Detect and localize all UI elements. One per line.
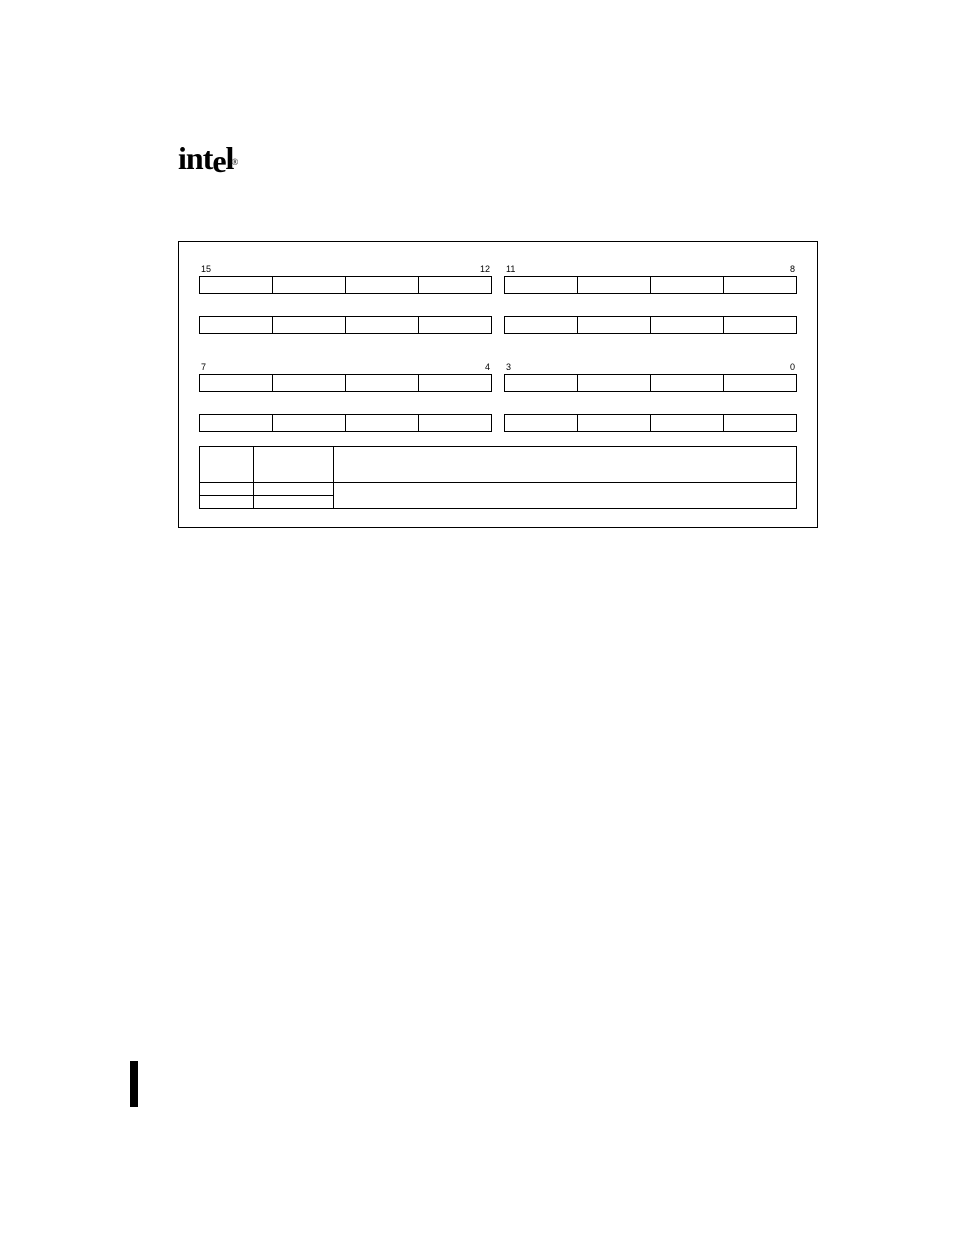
bit-segment-low: 7 4 3 0 bbox=[199, 362, 797, 432]
bit-index-label: 12 bbox=[480, 264, 490, 274]
bit-index-label: 7 bbox=[201, 362, 206, 372]
page-content: intel® 15 12 11 8 bbox=[178, 140, 818, 528]
bit-index-label: 8 bbox=[790, 264, 795, 274]
bit-name-cell bbox=[724, 277, 796, 293]
bit-name-cell bbox=[578, 375, 651, 391]
table-header-cell bbox=[334, 447, 797, 483]
bit-reset-cell bbox=[419, 415, 491, 431]
bit-name-cell bbox=[346, 277, 419, 293]
bit-reset-cell bbox=[419, 317, 491, 333]
bit-name-cell bbox=[505, 277, 578, 293]
bit-reset-cell bbox=[200, 317, 273, 333]
table-cell bbox=[200, 496, 254, 509]
bit-reset-row bbox=[199, 414, 797, 432]
bit-reset-cell bbox=[273, 317, 346, 333]
table-header-row bbox=[200, 447, 797, 483]
bit-name-cell bbox=[419, 375, 491, 391]
intel-logo: intel® bbox=[178, 140, 239, 177]
bit-reset-cell bbox=[505, 317, 578, 333]
bit-index-label: 11 bbox=[506, 264, 515, 274]
bit-name-cell bbox=[200, 375, 273, 391]
table-cell bbox=[254, 483, 334, 496]
bit-reset-cell bbox=[578, 317, 651, 333]
table-header-cell bbox=[200, 447, 254, 483]
bit-reset-cell bbox=[724, 317, 796, 333]
bit-name-row bbox=[199, 374, 797, 392]
bit-name-cell bbox=[200, 277, 273, 293]
register-figure-box: 15 12 11 8 bbox=[178, 241, 818, 528]
bit-reset-cell bbox=[578, 415, 651, 431]
bit-description-table bbox=[199, 446, 797, 509]
bit-name-cell bbox=[273, 277, 346, 293]
bit-position-labels: 15 12 11 8 bbox=[199, 264, 797, 274]
registered-mark: ® bbox=[231, 157, 237, 167]
bit-index-label: 3 bbox=[506, 362, 511, 372]
page-side-bar bbox=[130, 1061, 138, 1107]
bit-name-cell bbox=[346, 375, 419, 391]
bit-index-label: 15 bbox=[201, 264, 211, 274]
table-row bbox=[200, 483, 797, 496]
bit-reset-cell bbox=[724, 415, 796, 431]
bit-index-label: 4 bbox=[485, 362, 490, 372]
bit-name-cell bbox=[724, 375, 796, 391]
bit-reset-row bbox=[199, 316, 797, 334]
bit-name-cell bbox=[505, 375, 578, 391]
bit-reset-cell bbox=[346, 415, 419, 431]
bit-name-cell bbox=[419, 277, 491, 293]
table-cell bbox=[334, 483, 797, 509]
bit-reset-cell bbox=[346, 317, 419, 333]
bit-reset-cell bbox=[651, 415, 724, 431]
bit-reset-cell bbox=[273, 415, 346, 431]
table-header-cell bbox=[254, 447, 334, 483]
bit-reset-cell bbox=[200, 415, 273, 431]
table-cell bbox=[254, 496, 334, 509]
bit-position-labels: 7 4 3 0 bbox=[199, 362, 797, 372]
bit-name-cell bbox=[651, 375, 724, 391]
bit-reset-cell bbox=[505, 415, 578, 431]
bit-index-label: 0 bbox=[790, 362, 795, 372]
bit-name-cell bbox=[578, 277, 651, 293]
bit-name-cell bbox=[273, 375, 346, 391]
bit-reset-cell bbox=[651, 317, 724, 333]
table-cell bbox=[200, 483, 254, 496]
bit-name-row bbox=[199, 276, 797, 294]
bit-name-cell bbox=[651, 277, 724, 293]
bit-segment-high: 15 12 11 8 bbox=[199, 264, 797, 334]
